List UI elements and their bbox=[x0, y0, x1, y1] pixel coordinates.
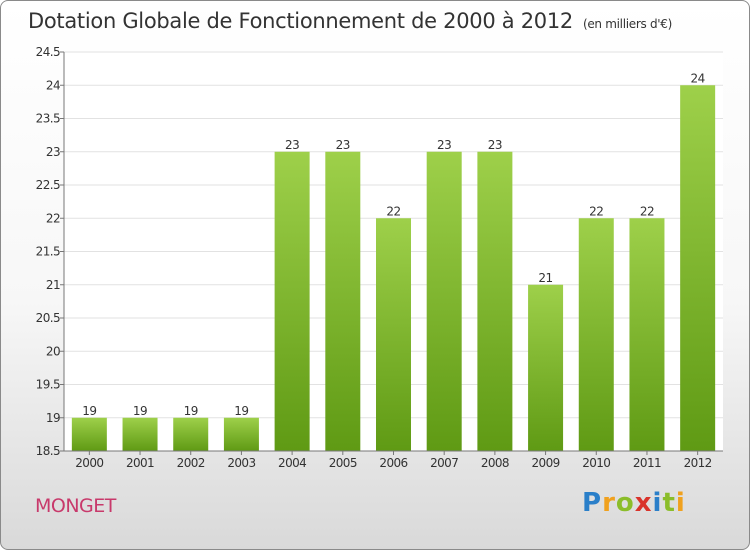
logo-letter: i bbox=[652, 488, 663, 518]
bar bbox=[173, 417, 209, 451]
logo-letter: P bbox=[582, 488, 603, 518]
data-label: 23 bbox=[437, 138, 451, 152]
x-tick-label: 2003 bbox=[227, 456, 255, 470]
y-tick-label: 24.5 bbox=[36, 45, 60, 59]
y-tick-label: 23 bbox=[46, 145, 60, 159]
bar bbox=[680, 85, 716, 451]
x-tick-label: 2004 bbox=[278, 456, 306, 470]
bar bbox=[325, 151, 361, 451]
bar bbox=[426, 151, 462, 451]
y-tick-label: 24 bbox=[46, 78, 60, 92]
commune-name: MONGET bbox=[35, 495, 116, 517]
x-tick-label: 2009 bbox=[532, 456, 560, 470]
x-tick-label: 2002 bbox=[177, 456, 205, 470]
bar bbox=[71, 417, 107, 451]
chart-title-text: Dotation Globale de Fonctionnement de 20… bbox=[28, 9, 573, 33]
proxiti-logo: Proxiti bbox=[582, 488, 686, 518]
bar bbox=[223, 417, 259, 451]
data-label: 22 bbox=[640, 204, 654, 218]
y-tick-label: 19.5 bbox=[36, 378, 60, 392]
y-tick-label: 19 bbox=[46, 411, 60, 425]
x-tick-label: 2010 bbox=[582, 456, 610, 470]
data-label: 24 bbox=[691, 71, 705, 85]
x-tick-label: 2008 bbox=[481, 456, 509, 470]
x-tick-label: 2006 bbox=[379, 456, 407, 470]
bar bbox=[528, 284, 564, 451]
x-tick-label: 2007 bbox=[430, 456, 458, 470]
bar bbox=[122, 417, 158, 451]
bar bbox=[376, 218, 411, 451]
data-label: 23 bbox=[336, 138, 350, 152]
logo-letter: r bbox=[602, 488, 616, 518]
logo-letter: t bbox=[662, 488, 676, 518]
data-label: 23 bbox=[285, 138, 299, 152]
bar bbox=[274, 151, 310, 451]
logo-letter: i bbox=[675, 488, 686, 518]
data-label: 19 bbox=[234, 404, 248, 418]
chart-title: Dotation Globale de Fonctionnement de 20… bbox=[28, 9, 672, 33]
y-tick-label: 21.5 bbox=[36, 245, 60, 259]
y-tick-label: 20 bbox=[46, 344, 60, 358]
bar bbox=[578, 218, 614, 451]
x-tick-label: 2012 bbox=[684, 456, 712, 470]
y-tick-label: 22.5 bbox=[36, 178, 60, 192]
y-tick-label: 20.5 bbox=[36, 311, 60, 325]
chart-unit: (en milliers d'€) bbox=[582, 17, 672, 31]
logo-letter: o bbox=[615, 488, 635, 518]
data-label: 23 bbox=[488, 138, 502, 152]
y-tick-label: 22 bbox=[46, 211, 60, 225]
data-label: 22 bbox=[386, 204, 400, 218]
data-label: 19 bbox=[133, 404, 147, 418]
x-tick-label: 2005 bbox=[329, 456, 357, 470]
x-tick-label: 2001 bbox=[126, 456, 154, 470]
logo-letter: x bbox=[634, 488, 653, 518]
data-label: 21 bbox=[538, 271, 552, 285]
x-tick-label: 2011 bbox=[633, 456, 661, 470]
data-label: 19 bbox=[82, 404, 96, 418]
bar bbox=[629, 218, 665, 451]
data-label: 22 bbox=[589, 204, 603, 218]
y-tick-label: 21 bbox=[46, 278, 60, 292]
x-tick-label: 2000 bbox=[75, 456, 103, 470]
data-label: 19 bbox=[184, 404, 198, 418]
y-tick-label: 18.5 bbox=[36, 444, 60, 458]
y-tick-label: 23.5 bbox=[36, 112, 60, 126]
bar bbox=[477, 151, 513, 451]
